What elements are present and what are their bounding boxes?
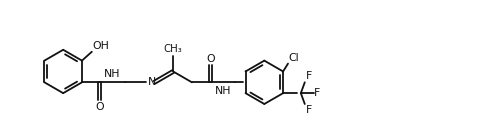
Text: F: F (306, 71, 312, 81)
Text: Cl: Cl (289, 53, 299, 63)
Text: F: F (314, 88, 320, 98)
Text: F: F (306, 105, 312, 115)
Text: NH: NH (215, 86, 231, 96)
Text: CH₃: CH₃ (164, 44, 183, 54)
Text: OH: OH (92, 41, 109, 51)
Text: N: N (148, 77, 156, 87)
Text: O: O (95, 102, 104, 112)
Text: O: O (206, 54, 215, 64)
Text: NH: NH (104, 69, 121, 79)
